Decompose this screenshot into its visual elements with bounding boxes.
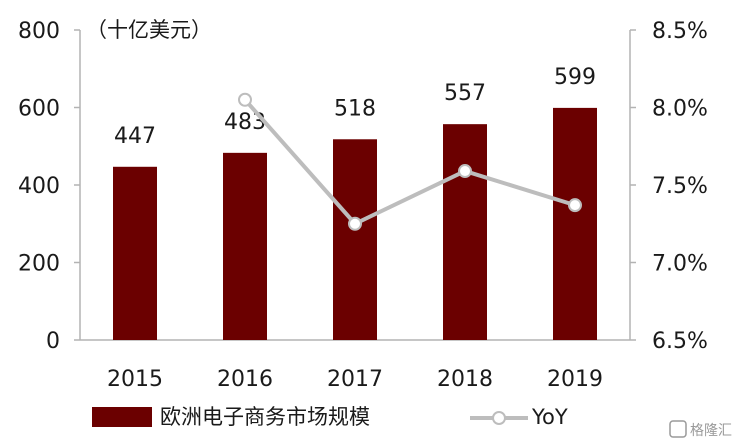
category-labels: 2015 2016 2017 2018 2019	[107, 367, 603, 392]
bar	[333, 139, 377, 340]
left-tick-label: 200	[18, 252, 60, 277]
right-tick-label: 7.0%	[652, 252, 708, 277]
category-label: 2015	[107, 367, 163, 392]
bar	[113, 166, 157, 340]
bar	[443, 124, 487, 340]
yoy-line	[243, 98, 576, 227]
left-axis-ticks: 0 200 400 600 800	[18, 19, 80, 354]
right-tick-label: 7.5%	[652, 174, 708, 199]
yoy-point	[568, 198, 582, 213]
yoy-line-series	[238, 92, 582, 231]
bar	[223, 152, 267, 340]
bar	[553, 107, 597, 340]
left-axis: 0 200 400 600 800	[18, 19, 81, 354]
yoy-point	[458, 164, 472, 179]
left-tick-label: 400	[18, 174, 60, 199]
watermark-logo-icon	[669, 420, 687, 438]
bar-value-label: 557	[444, 81, 486, 106]
right-axis-ticks: 6.5% 7.0% 7.5% 8.0% 8.5%	[630, 19, 708, 354]
right-axis: 6.5% 7.0% 7.5% 8.0% 8.5%	[629, 19, 708, 354]
legend-line-marker	[492, 411, 506, 425]
bar-value-label: 599	[554, 65, 596, 90]
legend-bar-label: 欧洲电子商务市场规模	[160, 405, 370, 429]
right-tick-label: 6.5%	[652, 329, 708, 354]
left-tick-label: 800	[18, 19, 60, 44]
watermark: 格隆汇	[669, 420, 732, 439]
bar-value-label: 447	[114, 124, 156, 149]
bar-series	[113, 107, 597, 340]
legend: 欧洲电子商务市场规模 YoY	[92, 405, 568, 429]
left-tick-label: 0	[46, 329, 60, 354]
yoy-point	[238, 92, 252, 107]
unit-label: （十亿美元）	[86, 18, 212, 42]
legend-line-label: YoY	[531, 405, 568, 429]
watermark-text: 格隆汇	[690, 423, 732, 439]
bar-value-label: 518	[334, 96, 376, 121]
category-label: 2019	[547, 367, 603, 392]
category-label: 2018	[437, 367, 493, 392]
category-label: 2017	[327, 367, 383, 392]
left-tick-label: 600	[18, 97, 60, 122]
category-label: 2016	[217, 367, 273, 392]
yoy-point	[348, 216, 362, 231]
legend-bar-swatch	[92, 407, 152, 427]
right-tick-label: 8.0%	[652, 97, 708, 122]
right-tick-label: 8.5%	[652, 19, 708, 44]
